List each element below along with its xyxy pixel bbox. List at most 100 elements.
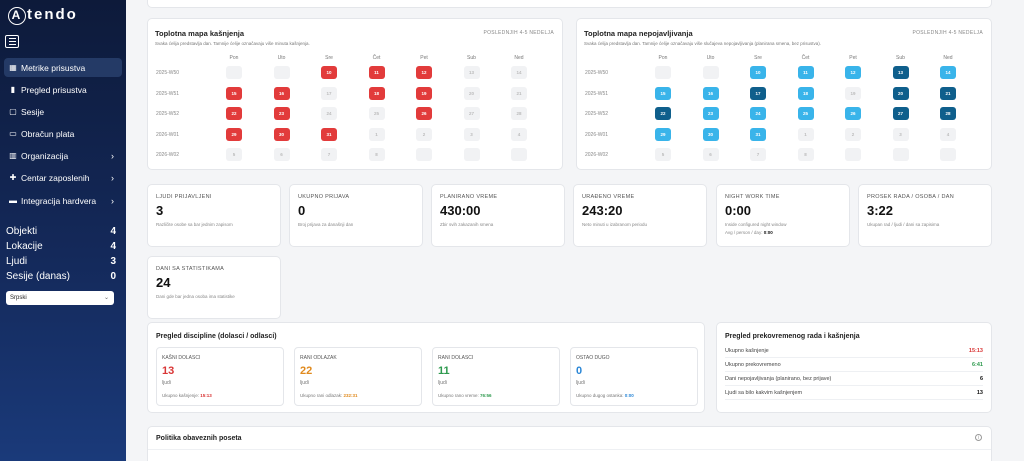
calendar-icon: ▢ [9,106,17,116]
heatmap-cell[interactable]: 29 [655,127,671,141]
heatmap-cell[interactable]: 20 [892,86,909,100]
heatmap-cell[interactable]: 1 [797,127,814,141]
heatmap-cell[interactable] [940,148,956,161]
heatmap-cell[interactable]: 18 [797,86,814,100]
heatmap-cell[interactable]: 21 [511,86,527,100]
heatmap-cell[interactable]: 1 [368,127,385,141]
heatmap-cell[interactable] [511,148,527,161]
sidebar-item[interactable]: ▥ Organizacija › [4,147,122,166]
heatmap-cell[interactable] [463,148,480,161]
sidebar-item[interactable]: ▭ Obračun plata [4,125,122,144]
heatmap-cell[interactable]: 3 [892,127,909,141]
heatmap-cell[interactable] [416,148,432,161]
heatmap-cell[interactable] [702,66,719,79]
heatmap-cell[interactable]: 14 [511,66,527,79]
heatmap-cell[interactable]: 23 [273,107,290,120]
heatmap-cell[interactable]: 16 [702,86,719,100]
heatmap-cell[interactable]: 17 [321,86,337,100]
heatmap-cell[interactable]: 22 [226,107,242,120]
heatmap-cell[interactable]: 4 [511,127,527,141]
heatmap-cell[interactable]: 19 [845,86,861,100]
heatmap-cell[interactable]: 6 [702,148,719,161]
sidebar-item[interactable]: ▦ Metrike prisustva [4,58,122,77]
stat-label: PLANIRANO VREME [440,194,498,200]
heatmap-cell[interactable]: 29 [226,127,242,141]
heatmap-cell[interactable]: 10 [750,66,766,79]
heatmap-cell[interactable]: 30 [273,127,290,141]
heatmap-cell[interactable] [226,66,242,79]
heatmap-day-label: Sub [467,55,476,61]
heatmap-cell[interactable] [655,66,671,79]
heatmap-cell[interactable]: 7 [750,148,766,161]
language-select[interactable]: Srpski ⌄ [6,291,114,305]
heatmap-cell[interactable]: 14 [940,66,956,79]
heatmap-cell[interactable]: 26 [845,107,861,120]
heatmap-day-label: Pet [420,55,428,61]
heatmap-cell[interactable]: 19 [416,86,432,100]
heatmap-cell[interactable]: 2 [416,127,432,141]
heatmap-cell[interactable]: 25 [797,107,814,120]
heatmap-cell[interactable]: 23 [702,107,719,120]
heatmap-cell[interactable]: 27 [892,107,909,120]
heatmap-cell[interactable]: 3 [463,127,480,141]
heatmap-cell[interactable]: 11 [368,66,385,79]
sidebar-item[interactable]: ✚ Centar zaposlenih › [4,169,122,188]
heatmap-cell[interactable] [845,148,861,161]
policy-title: Politika obaveznih poseta [156,435,242,442]
heatmap-cell[interactable]: 8 [368,148,385,161]
heatmap-cell[interactable]: 25 [368,107,385,120]
heatmap-day-label: Pon [229,55,239,61]
heatmap-cell[interactable]: 13 [892,66,909,79]
heatmap-cell[interactable]: 21 [940,86,956,100]
heatmap-cell[interactable]: 8 [797,148,814,161]
count-row: Objekti 4 [6,224,116,239]
heatmap-cell[interactable]: 6 [273,148,290,161]
heatmap-cell[interactable]: 31 [750,127,766,141]
heatmap-cell[interactable]: 13 [463,66,480,79]
stat-label: DANI SA STATISTIKAMA [156,266,225,272]
sidebar-item[interactable]: ▮ Pregled prisustva [4,80,122,99]
sidebar-item[interactable]: ▬ Integracija hardvera › [4,191,122,210]
heatmap-cell[interactable]: 10 [321,66,337,79]
heatmap-cell[interactable]: 17 [750,86,766,100]
chevron-right-icon: › [111,151,114,162]
people-icon: ✚ [9,173,17,183]
stat-extra-value: 0:00 [763,230,773,235]
heatmap-cell[interactable]: 15 [655,86,671,100]
stat-label: PROSEK RADA / OSOBA / DAN [867,194,954,200]
heatmap-cell[interactable]: 12 [416,66,432,79]
heatmap-cell[interactable]: 15 [226,86,242,100]
heatmap-cell[interactable]: 31 [321,127,337,141]
heatmap-cell[interactable]: 30 [702,127,719,141]
stat-description: Broj prijava za današnji dan [298,222,354,227]
heatmap-cell[interactable]: 16 [273,86,290,100]
heatmap-cell[interactable]: 7 [321,148,337,161]
overtime-row: Ljudi sa bilo kakvim kašnjenjem 13 [725,386,983,400]
heatmap-cell[interactable]: 27 [463,107,480,120]
heatmap-cell[interactable]: 20 [463,86,480,100]
heatmap-cell[interactable] [892,148,909,161]
heatmap-cell[interactable]: 26 [416,107,432,120]
heatmap-cell[interactable]: 22 [655,107,671,120]
heatmap-week-label: 2025-W52 [585,111,609,117]
heatmap-cell[interactable]: 5 [226,148,242,161]
discipline-unit: ljudi [300,380,309,386]
sidebar-item[interactable]: ▢ Sesije [4,102,122,121]
heatmap-cell[interactable]: 24 [321,107,337,120]
heatmap-cell[interactable]: 12 [845,66,861,79]
stat-label: LJUDI PRIJAVLJENI [156,194,212,200]
heatmap-cell[interactable]: 18 [368,86,385,100]
menu-toggle-icon[interactable] [5,35,19,48]
heatmap-cell[interactable]: 5 [655,148,671,161]
heatmap-cell[interactable]: 28 [511,107,527,120]
heatmap-cell[interactable]: 2 [845,127,861,141]
sidebar-item-label: Sesije [21,106,45,117]
heatmap-cell[interactable]: 4 [940,127,956,141]
info-icon[interactable]: i [975,434,982,441]
discipline-extra: Ukupno kašnjenje: 15:13 [162,393,212,398]
heatmap-cell[interactable]: 28 [940,107,956,120]
heatmap-cell[interactable]: 24 [750,107,766,120]
heatmap-cell[interactable] [273,66,290,79]
heatmap-cell[interactable]: 11 [797,66,814,79]
